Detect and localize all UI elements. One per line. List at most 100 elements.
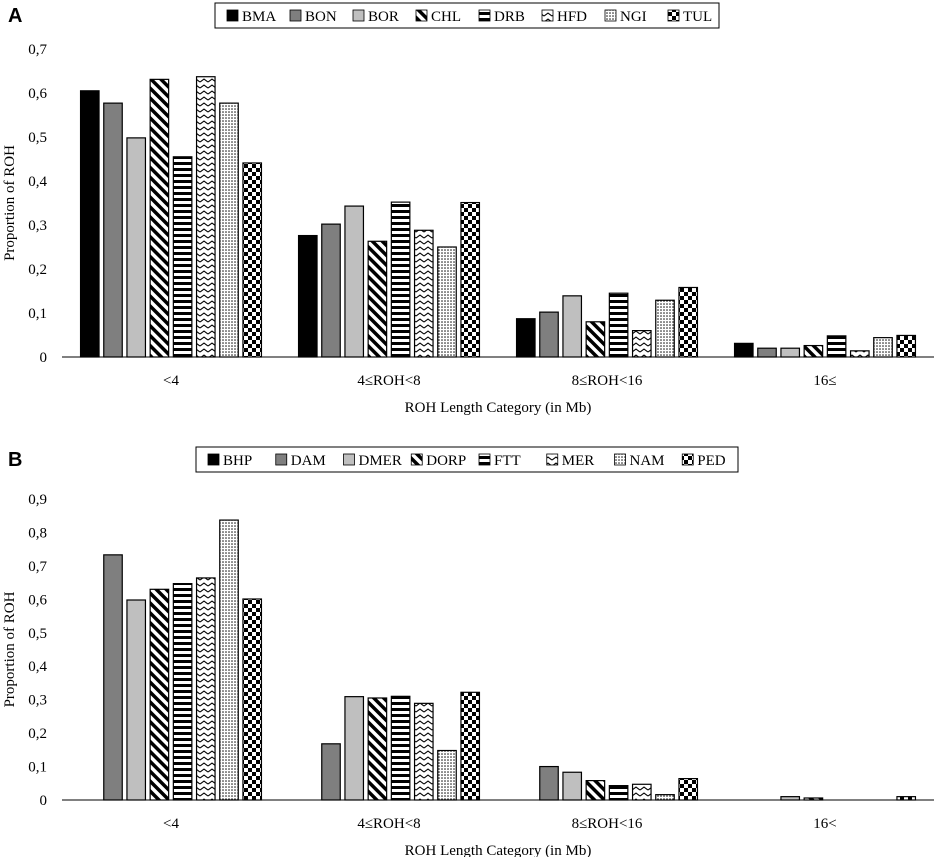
bar-bma-1 (297, 234, 318, 358)
bar-chl-1 (367, 240, 388, 358)
y-tick-label: 0,4 (28, 174, 47, 190)
y-tick-label: 0,7 (28, 559, 47, 575)
legend-label-hfd: HFD (557, 9, 587, 25)
legend-label-ngi: NGI (620, 9, 647, 25)
y-tick-label: 0,9 (28, 492, 47, 508)
legend-swatch-mer (546, 453, 559, 466)
bar-drb-2 (608, 292, 629, 358)
legend-swatch-nam (614, 453, 626, 466)
bar-bor-3 (780, 347, 801, 358)
x-tick-label: 16≤ (813, 373, 836, 389)
bar-bor-2 (562, 295, 583, 358)
bar-ped-0 (242, 598, 263, 801)
legend-label-bor: BOR (368, 9, 399, 25)
legend-label-bma: BMA (242, 9, 276, 25)
bar-hfd-2 (631, 330, 652, 358)
y-tick-label: 0,4 (28, 659, 47, 675)
y-tick-label: 0,2 (28, 726, 47, 742)
legend: BMA BON BOR CHL DRB HFD NGI TUL (214, 2, 720, 29)
legend-swatch-drb (478, 9, 491, 22)
bar-bon-3 (757, 347, 777, 358)
bar-dam-1 (321, 743, 341, 801)
bar-bor-1 (344, 205, 365, 358)
bar-tul-0 (242, 162, 263, 358)
legend-swatch-hfd (541, 9, 554, 22)
bar-drb-3 (826, 335, 847, 358)
x-axis-title: ROH Length Category (in Mb) (405, 843, 592, 857)
legend-label-ped: PED (697, 453, 726, 469)
x-tick-label: 8≤ROH<16 (572, 816, 643, 832)
legend-swatch-dmer (343, 453, 355, 466)
bar-ped-1 (460, 691, 481, 801)
bar-ngi-1 (437, 246, 457, 358)
legend-swatch-ngi (604, 9, 617, 22)
y-tick-label: 0,1 (28, 306, 47, 322)
bar-bon-2 (539, 311, 559, 358)
bar-drb-0 (172, 156, 193, 358)
legend-swatch-bon (289, 9, 302, 22)
legend-swatch-ped (681, 453, 694, 466)
legend-label-drb: DRB (494, 9, 525, 25)
x-axis-title: ROH Length Category (in Mb) (405, 400, 592, 416)
legend-label-ftt: FTT (494, 453, 521, 469)
legend-swatch-dorp (410, 453, 423, 466)
bar-ngi-3 (873, 337, 893, 358)
y-axis-title: Proportion of ROH (2, 591, 18, 707)
bar-ftt-0 (172, 583, 193, 801)
bar-dorp-2 (585, 780, 606, 801)
bar-ftt-2 (608, 785, 629, 801)
bar-dorp-1 (367, 697, 388, 801)
bar-hfd-1 (413, 229, 434, 358)
x-tick-label: 4≤ROH<8 (357, 373, 420, 389)
x-tick-label: 8≤ROH<16 (572, 373, 643, 389)
bar-ngi-0 (219, 102, 239, 358)
bar-tul-2 (678, 286, 699, 358)
bar-nam-2 (655, 794, 675, 801)
bar-bma-3 (733, 342, 754, 358)
bar-ngi-2 (655, 299, 675, 358)
legend-label-tul: TUL (683, 9, 712, 25)
bar-bma-0 (79, 90, 100, 358)
legend-label-bon: BON (305, 9, 337, 25)
legend-swatch-tul (667, 9, 680, 22)
legend-swatch-chl (415, 9, 428, 22)
y-tick-label: 0,1 (28, 760, 47, 776)
bar-ped-2 (678, 777, 699, 801)
bar-hfd-3 (849, 350, 870, 358)
bar-bon-1 (321, 223, 341, 358)
bar-nam-1 (437, 749, 457, 801)
legend: BHP DAM DMER DORP FTT MER NAM PED (195, 446, 739, 473)
x-tick-label: <4 (163, 373, 179, 389)
legend-swatch-dam (275, 453, 288, 466)
panel-label: B (8, 449, 22, 471)
legend-label-bhp: BHP (223, 453, 252, 469)
bar-dmer-2 (562, 771, 583, 801)
y-tick-label: 0 (40, 793, 48, 809)
bar-bor-0 (126, 137, 147, 358)
y-axis-title: Proportion of ROH (2, 145, 18, 261)
x-tick-label: <4 (163, 816, 179, 832)
legend-swatch-bor (352, 9, 365, 22)
bar-chl-0 (149, 78, 170, 358)
legend-label-dmer: DMER (359, 453, 402, 469)
legend-swatch-ftt (478, 453, 491, 466)
bar-chl-3 (803, 344, 824, 358)
legend-label-mer: MER (562, 453, 595, 469)
y-tick-label: 0,2 (28, 262, 47, 278)
panel-label: A (8, 5, 22, 27)
bar-dam-2 (539, 765, 559, 801)
y-tick-label: 0,8 (28, 525, 47, 541)
y-tick-label: 0,3 (28, 693, 47, 709)
bar-drb-1 (390, 201, 411, 358)
y-tick-label: 0,5 (28, 130, 47, 146)
bar-dmer-1 (344, 696, 365, 801)
bar-ftt-1 (390, 695, 411, 801)
y-tick-label: 0 (40, 350, 48, 366)
y-tick-label: 0,6 (28, 86, 47, 102)
y-tick-label: 0,7 (28, 42, 47, 58)
chart-panel-b: B 0 0,1 0,2 0,3 0,4 0,5 0,6 0,7 0,8 0,9 Proportion … (2, 446, 934, 857)
bar-tul-1 (460, 201, 481, 358)
legend-label-dorp: DORP (426, 453, 466, 469)
x-tick-label: 16< (813, 816, 836, 832)
